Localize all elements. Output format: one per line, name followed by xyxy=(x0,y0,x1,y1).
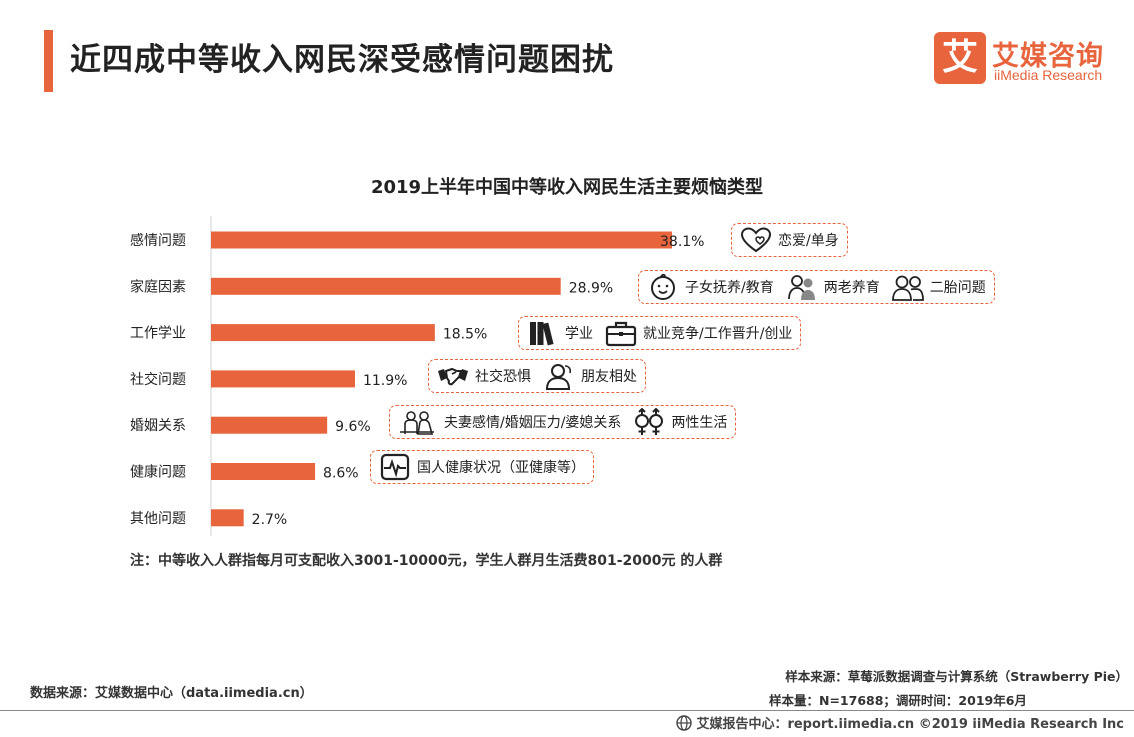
value-label: 28.9% xyxy=(569,280,613,296)
bar xyxy=(211,463,316,480)
books-icon xyxy=(530,322,554,346)
category-label: 其他问题 xyxy=(130,511,186,527)
tag-box-emotion: 恋爱/单身 xyxy=(731,223,848,257)
gender-icon xyxy=(635,408,664,435)
tag-box-marriage: 夫妻感情/婚姻压力/婆媳关系 两性生活 xyxy=(389,405,737,439)
tag-text: 二胎问题 xyxy=(929,280,986,296)
value-label: 9.6% xyxy=(335,419,371,435)
logo-mark: 艾 xyxy=(934,32,986,84)
heartbeat-monitor-icon xyxy=(380,453,410,481)
value-label: 2.7% xyxy=(252,512,288,528)
bar xyxy=(211,416,328,434)
page-title: 近四成中等收入网民深受感情问题困扰 xyxy=(70,42,614,78)
tag-text: 子女抚养/教育 xyxy=(685,280,774,296)
tag-item: 恋爱/单身 xyxy=(740,226,839,254)
tag-box-work: 学业 就业竞争/工作晋升/创业 xyxy=(518,316,802,350)
globe-icon xyxy=(676,714,693,731)
tag-box-social: 社交恐惧 朋友相处 xyxy=(428,359,646,393)
value-label: 18.5% xyxy=(443,327,487,343)
value-label: 11.9% xyxy=(363,373,407,389)
bar xyxy=(211,370,355,388)
footer-text: 艾媒报告中心：report.iimedia.cn ©2019 iiMedia R… xyxy=(696,717,1124,732)
tag-item: 社交恐惧 xyxy=(437,362,531,390)
footer-divider xyxy=(0,710,1134,711)
tag-text: 就业竞争/工作晋升/创业 xyxy=(643,326,793,342)
chart-title-text: 2019上半年中国中等收入网民生活主要烦恼类型 xyxy=(370,177,764,198)
category-label: 婚姻关系 xyxy=(130,418,186,434)
tag-text: 夫妻感情/婚姻压力/婆媳关系 xyxy=(444,415,622,431)
elderly-couple-icon xyxy=(787,275,815,300)
friends-icon xyxy=(545,364,572,390)
logo-name-en: iiMedia Research xyxy=(994,67,1103,83)
baby-face-icon xyxy=(651,273,675,300)
data-source: 数据来源：艾媒数据中心（data.iimedia.cn） xyxy=(30,686,313,701)
tag-text: 国人健康状况（亚健康等） xyxy=(417,460,585,476)
couple-icon xyxy=(400,411,434,435)
footnote: 注：中等收入人群指每月可支配收入3001-10000元，学生人群月生活费801-… xyxy=(130,553,723,569)
value-label: 38.1% xyxy=(660,234,704,250)
tag-box-health: 国人健康状况（亚健康等） xyxy=(370,450,594,484)
tag-text: 社交恐惧 xyxy=(475,369,531,385)
tag-text: 学业 xyxy=(565,326,593,342)
sample-size: 样本量：N=17688；调研时间：2019年6月 xyxy=(769,693,1027,708)
briefcase-icon xyxy=(605,321,637,347)
tag-text: 朋友相处 xyxy=(581,369,637,385)
sample-source: 样本来源：草莓派数据调查与计算系统（Strawberry Pie） xyxy=(785,669,1128,684)
category-label: 家庭因素 xyxy=(130,278,186,295)
category-label: 社交问题 xyxy=(130,371,186,388)
brand-logo: 艾 艾媒咨询 iiMedia Research xyxy=(934,32,1114,86)
tag-item: 朋友相处 xyxy=(543,362,637,390)
tag-item: 就业竞争/工作晋升/创业 xyxy=(605,319,792,347)
bar xyxy=(211,277,561,295)
heart-icon xyxy=(740,227,772,253)
bar xyxy=(211,509,244,527)
title-accent-bar xyxy=(44,30,53,92)
tag-item: 两性生活 xyxy=(633,408,727,436)
category-label: 感情问题 xyxy=(130,232,186,249)
tag-item: 两老养育 xyxy=(786,273,880,301)
tag-item: 子女抚养/教育 xyxy=(647,273,774,301)
tag-text: 两老养育 xyxy=(823,280,880,296)
bar xyxy=(211,324,435,342)
tag-item: 二胎问题 xyxy=(891,273,986,301)
tag-item: 夫妻感情/婚姻压力/婆媳关系 xyxy=(398,408,621,436)
logo-name-cn: 艾媒咨询 xyxy=(992,41,1104,72)
handshake-icon xyxy=(438,367,468,386)
category-label: 工作学业 xyxy=(130,326,186,342)
chart-title: 2019上半年中国中等收入网民生活主要烦恼类型 xyxy=(0,173,1134,199)
tag-box-family: 子女抚养/教育 两老养育 二胎问题 xyxy=(638,270,995,304)
two-people-icon xyxy=(891,275,924,301)
category-label: 健康问题 xyxy=(130,464,186,481)
tag-item: 学业 xyxy=(527,319,593,347)
value-label: 8.6% xyxy=(323,466,359,482)
bar xyxy=(211,231,673,249)
tag-text: 恋爱/单身 xyxy=(778,233,839,249)
footer: 艾媒报告中心：report.iimedia.cn ©2019 iiMedia R… xyxy=(676,713,1124,732)
tag-item: 国人健康状况（亚健康等） xyxy=(379,453,585,481)
tag-text: 两性生活 xyxy=(671,415,728,431)
